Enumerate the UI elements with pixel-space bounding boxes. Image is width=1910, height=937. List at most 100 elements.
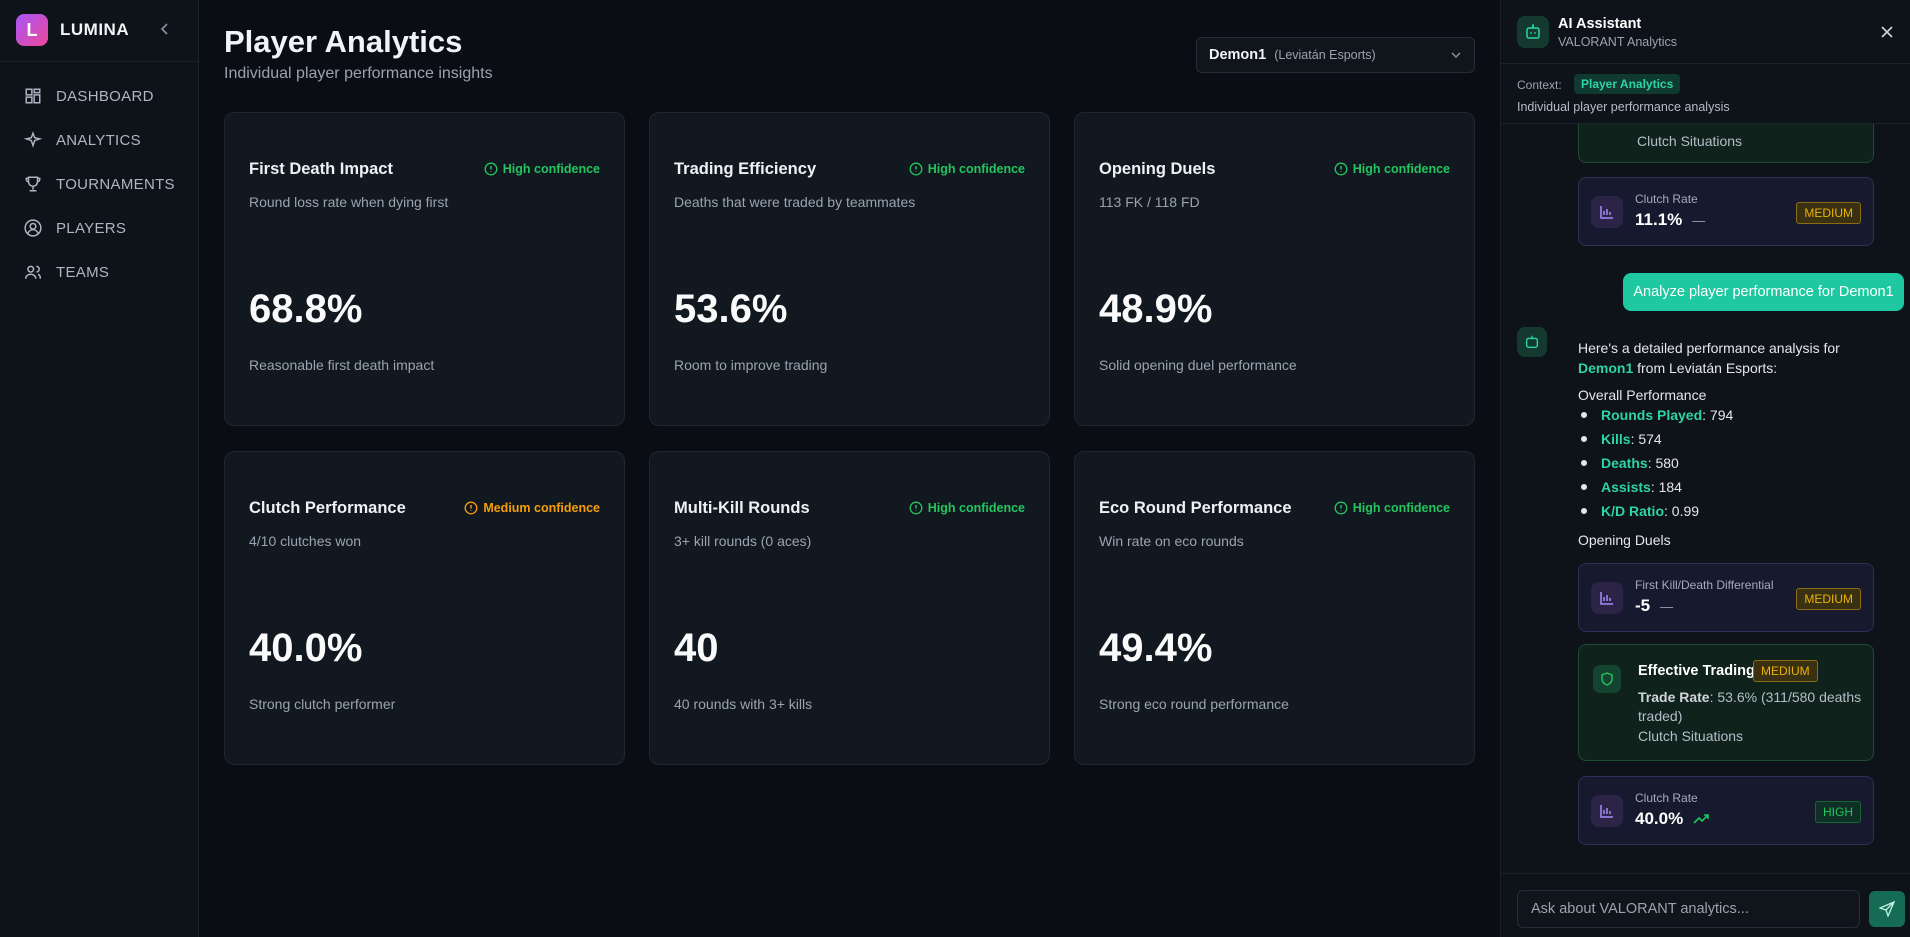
brand: LUMINA bbox=[60, 20, 130, 39]
insight-body: Trade Rate: 53.6% (311/580 deaths traded… bbox=[1638, 688, 1863, 726]
insight-text: : 53.6% (311/580 deaths traded) bbox=[1638, 689, 1862, 724]
nav-icon-path bbox=[24, 219, 42, 237]
insight-label: Trade Rate bbox=[1638, 689, 1710, 705]
nav-label: DASHBOARD bbox=[56, 87, 154, 105]
card-title: Trading Efficiency bbox=[674, 160, 817, 178]
insight-icon bbox=[1593, 665, 1621, 693]
metric-value: -5 bbox=[1635, 596, 1651, 615]
card-title: Clutch Performance bbox=[249, 499, 406, 517]
nav-icon bbox=[25, 88, 41, 104]
nav-label: ANALYTICS bbox=[56, 131, 141, 149]
chevron bbox=[1451, 52, 1461, 58]
intro-player: Demon1 bbox=[1578, 360, 1634, 376]
player-select[interactable]: Demon1 (Leviatán Esports) bbox=[1196, 37, 1475, 73]
context-label: Context: bbox=[1517, 78, 1562, 92]
confidence: High confidence bbox=[909, 501, 1025, 515]
metric-icon bbox=[1591, 795, 1623, 827]
metric-value-row: -5 — bbox=[1635, 596, 1673, 616]
confidence-label: Medium confidence bbox=[483, 501, 600, 515]
confidence: Medium confidence bbox=[464, 501, 600, 515]
card-description: Round loss rate when dying first bbox=[249, 194, 449, 210]
confidence-icon bbox=[1334, 501, 1348, 515]
nav-item[interactable]: ANALYTICS bbox=[24, 128, 141, 152]
player-name: Demon1 bbox=[1209, 47, 1267, 63]
confidence-circle bbox=[909, 501, 923, 515]
nav-item[interactable]: PLAYERS bbox=[24, 216, 126, 240]
confidence-icon bbox=[1334, 162, 1348, 176]
nav-icon-path bbox=[24, 131, 42, 148]
chat-input[interactable]: Ask about VALORANT analytics... bbox=[1517, 890, 1860, 928]
nav-item[interactable]: TOURNAMENTS bbox=[24, 172, 175, 196]
bullet bbox=[1581, 508, 1587, 514]
nav-label: TOURNAMENTS bbox=[56, 175, 175, 193]
card-description: Deaths that were traded by teammates bbox=[674, 194, 916, 210]
user-message: Analyze player performance for Demon1 bbox=[1623, 273, 1904, 311]
confidence: High confidence bbox=[484, 162, 600, 176]
confidence-label: High confidence bbox=[502, 162, 600, 176]
metric-value: 11.1% bbox=[1635, 210, 1683, 229]
metric-card: First Death Impact High confidence Round l… bbox=[224, 112, 625, 426]
intro-text: Here's a detailed performance analysis f… bbox=[1578, 340, 1840, 356]
stat-label: Assists bbox=[1601, 479, 1651, 495]
card-value: 40.0% bbox=[249, 626, 363, 670]
divider bbox=[1501, 63, 1910, 64]
bot-glyph bbox=[1526, 335, 1538, 348]
page-title: Player Analytics bbox=[224, 24, 463, 59]
card-value: 68.8% bbox=[249, 287, 363, 331]
confidence-circle bbox=[484, 162, 498, 176]
close-button[interactable] bbox=[1880, 25, 1894, 39]
confidence-label: High confidence bbox=[927, 162, 1025, 176]
nav-item[interactable]: TEAMS bbox=[24, 260, 109, 284]
metric-card: First Kill/Death Differential -5 — MEDIUM bbox=[1578, 563, 1874, 632]
send-glyph bbox=[1879, 901, 1895, 917]
insight-extra: Clutch Situations bbox=[1638, 728, 1744, 744]
stat-value: : 574 bbox=[1630, 431, 1662, 447]
stat-label: Kills bbox=[1601, 431, 1631, 447]
metric-label: Clutch Rate bbox=[1635, 192, 1698, 206]
nav-icon bbox=[24, 131, 42, 148]
confidence-icon bbox=[909, 501, 923, 515]
card-note: Strong clutch performer bbox=[249, 696, 396, 712]
bullet bbox=[1581, 484, 1587, 490]
nav-icon-path bbox=[25, 88, 41, 104]
nav-item[interactable]: DASHBOARD bbox=[24, 84, 154, 108]
context-tag: Player Analytics bbox=[1574, 74, 1681, 94]
card-value: 53.6% bbox=[674, 287, 788, 331]
insight-card: Clutch Situations bbox=[1578, 124, 1874, 163]
stat-item: K/D Ratio: 0.99 bbox=[1581, 503, 1699, 519]
card-note: Room to improve trading bbox=[674, 357, 828, 373]
metric-badge: MEDIUM bbox=[1796, 588, 1861, 610]
confidence-circle bbox=[909, 162, 923, 176]
card-title: First Death Impact bbox=[249, 160, 393, 178]
metric-card: Multi-Kill Rounds High confidence 3+ kill … bbox=[649, 451, 1050, 765]
confidence-label: High confidence bbox=[1352, 501, 1450, 515]
trend-up-icon bbox=[1693, 814, 1710, 824]
metric-icon bbox=[1591, 582, 1623, 614]
page-subtitle: Individual player performance insights bbox=[224, 65, 493, 82]
metric-card: Clutch Rate 11.1% — MEDIUM bbox=[1578, 177, 1874, 246]
stat-value: : 0.99 bbox=[1664, 503, 1700, 519]
stat-item: Rounds Played: 794 bbox=[1581, 407, 1733, 423]
confidence: High confidence bbox=[1334, 501, 1450, 515]
insight-card: Effective Trading MEDIUM Trade Rate: 53.… bbox=[1578, 644, 1874, 761]
card-note: Solid opening duel performance bbox=[1099, 357, 1297, 373]
confidence-icon bbox=[464, 501, 478, 515]
metric-label: First Kill/Death Differential bbox=[1635, 578, 1774, 592]
collapse-button[interactable] bbox=[158, 22, 172, 36]
divider bbox=[1501, 123, 1910, 124]
metric-badge: MEDIUM bbox=[1796, 202, 1861, 224]
stat-label: Rounds Played bbox=[1601, 407, 1703, 423]
assistant-panel: AI Assistant VALORANT Analytics Context:… bbox=[1500, 0, 1910, 937]
sidebar: L LUMINA DASHBOARD ANALYTICS TOURNAMENTS PL… bbox=[0, 0, 199, 937]
divider bbox=[0, 61, 199, 62]
card-description: Win rate on eco rounds bbox=[1099, 533, 1244, 549]
confidence-circle bbox=[1334, 501, 1348, 515]
stat-item: Deaths: 580 bbox=[1581, 455, 1679, 471]
card-description: 3+ kill rounds (0 aces) bbox=[674, 533, 812, 549]
assistant-subtitle: VALORANT Analytics bbox=[1558, 35, 1678, 49]
stat-label: K/D Ratio bbox=[1601, 503, 1664, 519]
metric-value-row: 40.0% bbox=[1635, 809, 1710, 829]
send-button[interactable] bbox=[1869, 891, 1905, 927]
